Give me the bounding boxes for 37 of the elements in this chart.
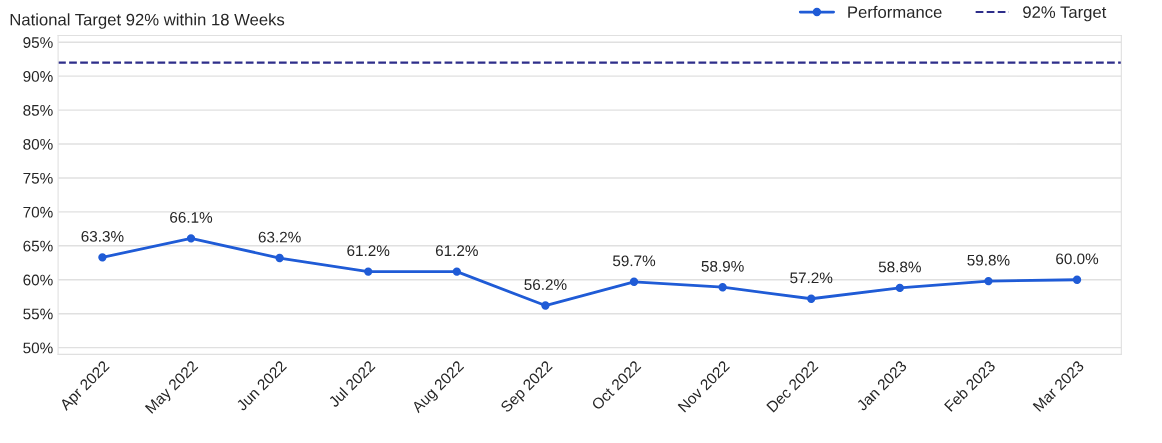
y-tick-label: 65% — [23, 240, 53, 252]
y-tick-label: 50% — [23, 342, 53, 354]
y-tick-label: 60% — [23, 274, 53, 286]
data-label: 57.2% — [790, 272, 833, 284]
data-label: 59.8% — [967, 254, 1010, 266]
data-label: 66.1% — [170, 212, 213, 223]
legend-label: Performance — [848, 5, 942, 19]
point — [895, 283, 904, 293]
data-label: 61.2% — [347, 245, 390, 257]
point — [629, 277, 639, 286]
point — [984, 276, 993, 286]
point — [452, 267, 461, 276]
point — [98, 253, 107, 262]
data-label: 63.3% — [81, 231, 124, 242]
point — [1072, 275, 1082, 284]
legend-label: 92% Target — [1023, 6, 1107, 22]
data-label: 56.2% — [524, 279, 567, 291]
point — [718, 283, 727, 292]
y-tick-label: 80% — [23, 138, 53, 150]
point — [364, 267, 373, 276]
data-label: 63.2% — [258, 231, 301, 243]
point — [186, 234, 196, 243]
data-label: 58.8% — [878, 261, 921, 273]
data-label: 61.2% — [435, 245, 478, 257]
chart-title: National Target 92% within 18 Weeks — [10, 13, 285, 29]
data-label: 59.7% — [612, 255, 656, 267]
y-tick-label: 95% — [23, 37, 53, 48]
point — [275, 253, 284, 263]
data-label: 60.0% — [1056, 253, 1099, 265]
point — [807, 294, 816, 303]
data-label: 58.9% — [701, 260, 744, 272]
y-tick-label: 90% — [23, 71, 53, 82]
point — [541, 301, 550, 310]
y-tick-label: 70% — [23, 206, 53, 218]
y-tick-label: 75% — [23, 172, 53, 184]
y-tick-label: 55% — [23, 308, 53, 320]
y-tick-label: 85% — [23, 104, 53, 116]
